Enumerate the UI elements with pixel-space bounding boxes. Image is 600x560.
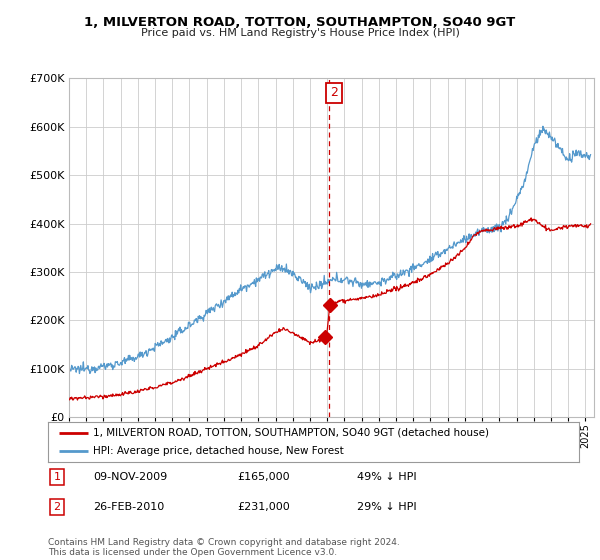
Text: £165,000: £165,000 xyxy=(237,472,290,482)
Text: 49% ↓ HPI: 49% ↓ HPI xyxy=(357,472,416,482)
Text: 1, MILVERTON ROAD, TOTTON, SOUTHAMPTON, SO40 9GT: 1, MILVERTON ROAD, TOTTON, SOUTHAMPTON, … xyxy=(85,16,515,29)
Text: £231,000: £231,000 xyxy=(237,502,290,512)
Text: Contains HM Land Registry data © Crown copyright and database right 2024.
This d: Contains HM Land Registry data © Crown c… xyxy=(48,538,400,557)
Text: 1, MILVERTON ROAD, TOTTON, SOUTHAMPTON, SO40 9GT (detached house): 1, MILVERTON ROAD, TOTTON, SOUTHAMPTON, … xyxy=(93,428,489,437)
Text: Price paid vs. HM Land Registry's House Price Index (HPI): Price paid vs. HM Land Registry's House … xyxy=(140,28,460,38)
Text: 09-NOV-2009: 09-NOV-2009 xyxy=(93,472,167,482)
Text: 2: 2 xyxy=(330,86,338,100)
Text: HPI: Average price, detached house, New Forest: HPI: Average price, detached house, New … xyxy=(93,446,344,456)
Text: 29% ↓ HPI: 29% ↓ HPI xyxy=(357,502,416,512)
Text: 1: 1 xyxy=(53,472,61,482)
Text: 2: 2 xyxy=(53,502,61,512)
Text: 26-FEB-2010: 26-FEB-2010 xyxy=(93,502,164,512)
